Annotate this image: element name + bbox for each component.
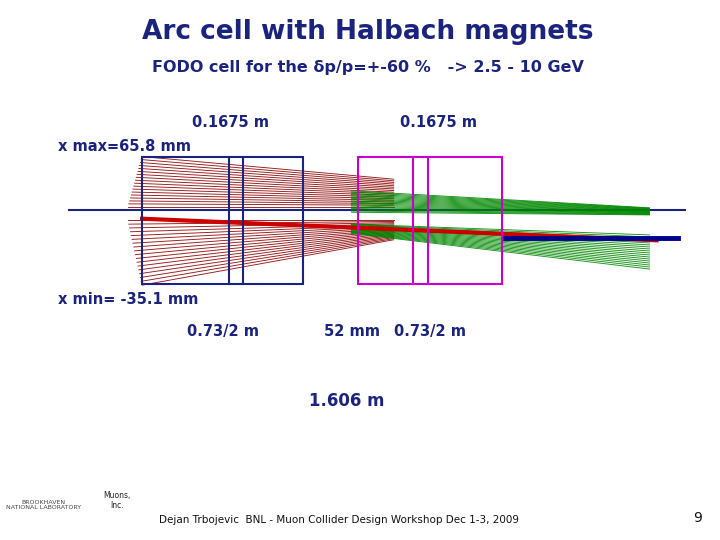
Text: x min= -35.1 mm: x min= -35.1 mm (58, 292, 198, 307)
Text: 0.1675 m: 0.1675 m (192, 114, 269, 130)
Text: Dejan Trbojevic  BNL - Muon Collider Design Workshop Dec 1-3, 2009: Dejan Trbojevic BNL - Muon Collider Desi… (159, 515, 519, 525)
Text: 9: 9 (693, 511, 703, 525)
Text: x max=65.8 mm: x max=65.8 mm (58, 139, 191, 154)
Text: 1.606 m: 1.606 m (309, 392, 384, 409)
Text: 0.1675 m: 0.1675 m (400, 114, 477, 130)
Text: FODO cell for the δp/p=+-60 %   -> 2.5 - 10 GeV: FODO cell for the δp/p=+-60 % -> 2.5 - 1… (152, 60, 583, 76)
Text: 0.73/2 m: 0.73/2 m (394, 324, 466, 339)
Text: BROOKHAVEN
NATIONAL LABORATORY: BROOKHAVEN NATIONAL LABORATORY (6, 500, 81, 510)
Text: Muons,
Inc.: Muons, Inc. (104, 491, 131, 510)
Text: 52 mm: 52 mm (324, 324, 380, 339)
Text: Arc cell with Halbach magnets: Arc cell with Halbach magnets (142, 19, 593, 45)
Text: 0.73/2 m: 0.73/2 m (186, 324, 258, 339)
